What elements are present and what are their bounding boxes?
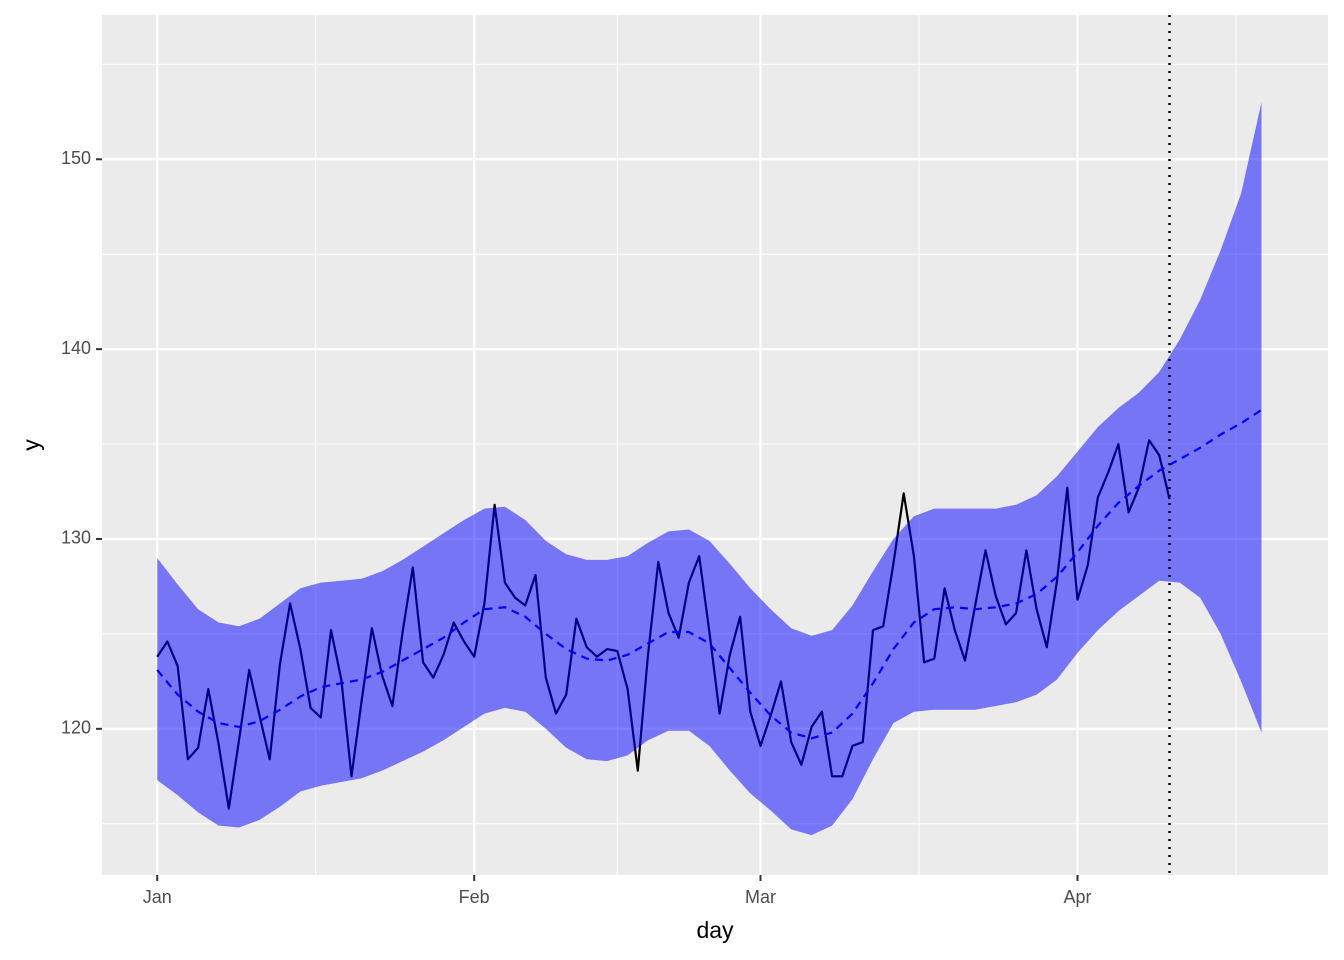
y-tick-label: 130: [61, 528, 91, 548]
x-tick-label: Apr: [1063, 887, 1091, 907]
confidence-band: [157, 102, 1262, 836]
y-tick-label: 120: [61, 718, 91, 738]
x-tick-label: Jan: [143, 887, 172, 907]
x-tick-label: Mar: [745, 887, 776, 907]
y-tick-label: 150: [61, 148, 91, 168]
fit-line: [156, 408, 1263, 740]
y-tick-label: 140: [61, 338, 91, 358]
x-tick-label: Feb: [459, 887, 490, 907]
y-axis-title: y: [18, 439, 44, 451]
x-axis-title: day: [696, 917, 734, 943]
